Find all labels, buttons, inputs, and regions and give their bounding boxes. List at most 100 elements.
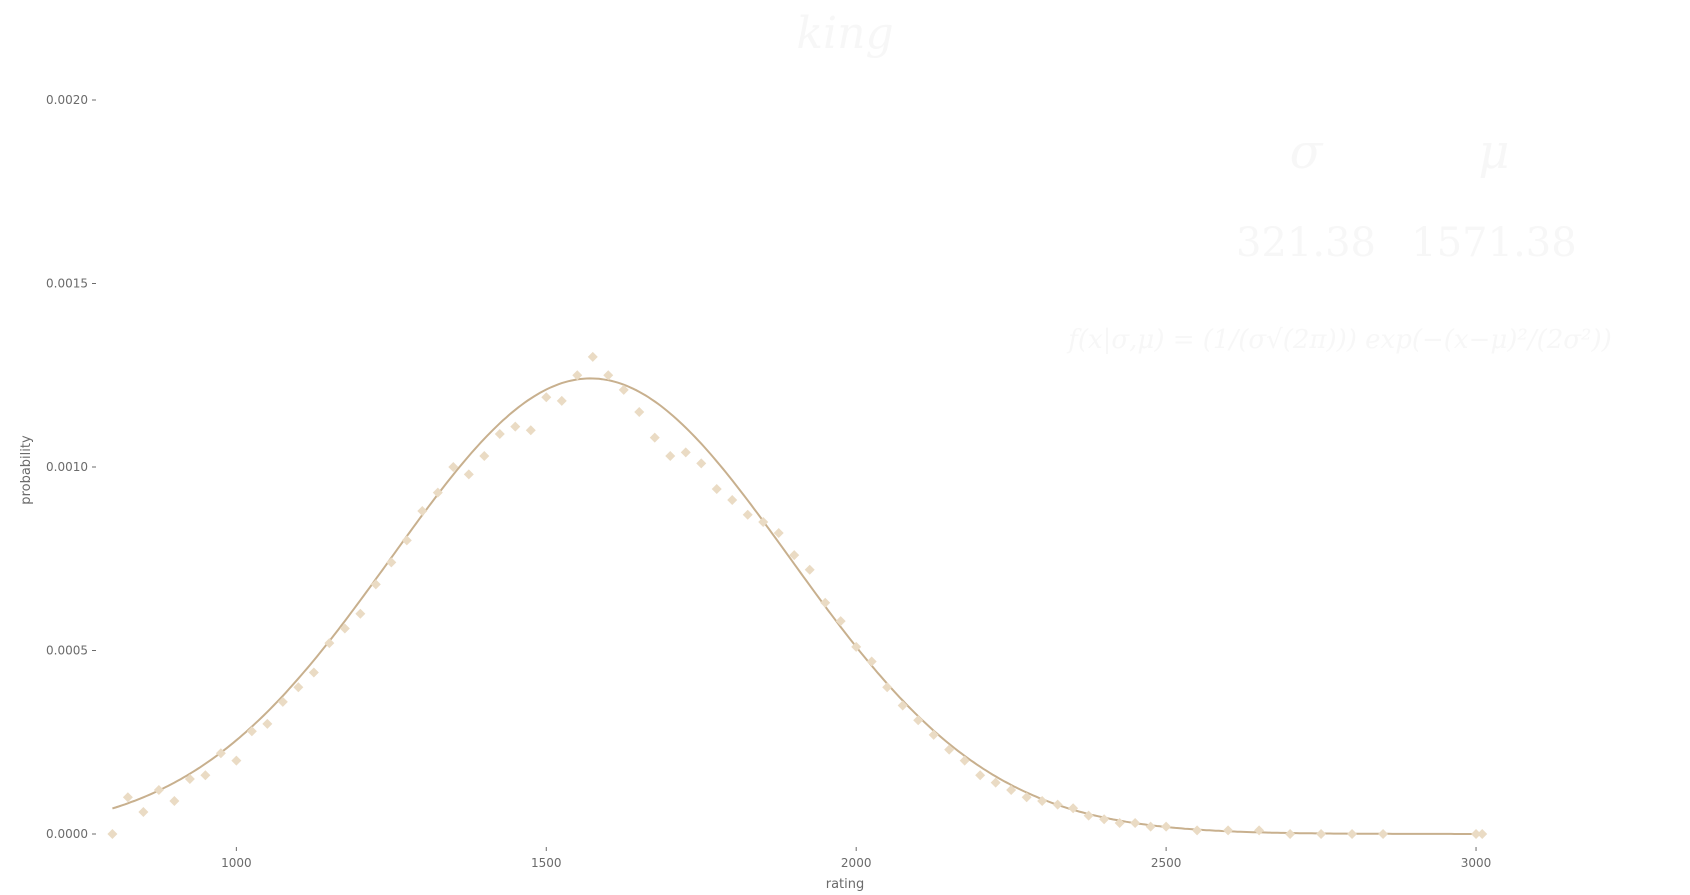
data-point (339, 623, 350, 634)
data-point (401, 535, 412, 546)
data-point (742, 509, 753, 520)
x-tick-label: 3000 (1461, 856, 1492, 870)
x-tick-label: 1000 (221, 856, 252, 870)
data-point (525, 425, 536, 436)
data-point (1006, 784, 1017, 795)
data-point (1347, 828, 1358, 839)
data-point (1316, 828, 1327, 839)
y-tick-label: 0.0010 (46, 460, 88, 474)
data-point (1099, 814, 1110, 825)
data-point (603, 370, 614, 381)
data-point (727, 495, 738, 506)
data-point (851, 641, 862, 652)
data-point (928, 729, 939, 740)
data-point (417, 506, 428, 517)
data-point (246, 726, 257, 737)
data-point (541, 392, 552, 403)
data-point (324, 638, 335, 649)
data-point (1223, 825, 1234, 836)
data-point (1378, 828, 1389, 839)
data-point (820, 597, 831, 608)
sigma-value: 321.38 (1236, 220, 1376, 266)
data-point (882, 682, 893, 693)
y-tick-label: 0.0005 (46, 643, 88, 657)
data-point (587, 351, 598, 362)
sigma-label: σ (1290, 124, 1324, 180)
data-point (1052, 799, 1063, 810)
data-point (1145, 821, 1156, 832)
data-point (835, 616, 846, 627)
data-point (432, 487, 443, 498)
x-tick-label: 1500 (531, 856, 562, 870)
x-tick-label: 2500 (1151, 856, 1182, 870)
data-point (1021, 792, 1032, 803)
data-point (866, 656, 877, 667)
data-point (138, 806, 149, 817)
data-point (1254, 825, 1265, 836)
data-point (277, 696, 288, 707)
data-points (107, 351, 1488, 839)
data-point (107, 828, 118, 839)
fit-annotation: σ μ 321.38 1571.38 f(x|σ,μ) = (1/(σ√(2π)… (1066, 124, 1612, 355)
data-point (1161, 821, 1172, 832)
data-point (169, 795, 180, 806)
data-point (773, 528, 784, 539)
data-point (618, 384, 629, 395)
data-point (494, 428, 505, 439)
data-point (262, 718, 273, 729)
data-point (1037, 795, 1048, 806)
y-tick-label: 0.0015 (46, 276, 88, 290)
data-point (1114, 817, 1125, 828)
data-point (804, 564, 815, 575)
data-point (944, 744, 955, 755)
y-tick-label: 0.0020 (46, 93, 88, 107)
fit-curve (112, 377, 1483, 835)
data-point (1130, 817, 1141, 828)
data-point (959, 755, 970, 766)
x-tick-label: 2000 (841, 856, 872, 870)
data-point (215, 748, 226, 759)
data-point (370, 579, 381, 590)
data-point (231, 755, 242, 766)
data-point (293, 682, 304, 693)
data-point (448, 461, 459, 472)
data-point (572, 370, 583, 381)
data-point (897, 700, 908, 711)
y-tick-label: 0.0000 (46, 827, 88, 841)
x-axis: 1000 1500 2000 2500 3000 (221, 847, 1491, 870)
data-point (122, 792, 133, 803)
y-axis-label: probability (19, 435, 34, 505)
data-point (711, 484, 722, 495)
data-point (665, 450, 676, 461)
data-point (1083, 810, 1094, 821)
data-point (386, 557, 397, 568)
data-point (913, 715, 924, 726)
data-point (510, 421, 521, 432)
data-point (463, 469, 474, 480)
data-point (758, 517, 769, 528)
mu-value: 1571.38 (1411, 220, 1576, 266)
data-point (479, 450, 490, 461)
data-point (184, 773, 195, 784)
mu-label: μ (1478, 124, 1509, 180)
data-point (355, 608, 366, 619)
data-point (680, 447, 691, 458)
fit-formula: f(x|σ,μ) = (1/(σ√(2π))) exp(−(x−μ)²/(2σ²… (1066, 325, 1612, 355)
data-point (153, 784, 164, 795)
chart-title: king (796, 8, 893, 59)
data-point (200, 770, 211, 781)
data-point (308, 667, 319, 678)
data-point (975, 770, 986, 781)
data-point (649, 432, 660, 443)
x-axis-label: rating (826, 877, 865, 892)
data-point (696, 458, 707, 469)
data-point (990, 777, 1001, 788)
data-point (789, 550, 800, 561)
y-axis: 0.0000 0.0005 0.0010 0.0015 0.0020 (46, 93, 96, 841)
data-point (556, 395, 567, 406)
data-point (1477, 828, 1488, 839)
data-point (1471, 828, 1482, 839)
data-point (634, 406, 645, 417)
